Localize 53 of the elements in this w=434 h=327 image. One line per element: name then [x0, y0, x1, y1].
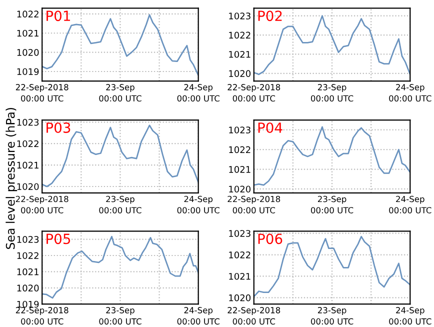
y-tick-label: 1021: [229, 272, 250, 280]
chart-title: P05: [46, 234, 70, 244]
y-tick-label: 1023: [229, 12, 250, 20]
x-tick-label: 23-Sep 00:00 UTC: [99, 307, 142, 325]
x-tick-label: 22-Sep-2018 00:00 UTC: [228, 196, 280, 214]
y-tick-label: 1021: [229, 166, 250, 173]
x-tick-label: 23-Sep 00:00 UTC: [99, 84, 142, 102]
y-tick-label: 1022: [229, 252, 250, 258]
line-series: [42, 236, 198, 299]
y-axis-title: Sea level pressure (hPa): [6, 108, 18, 249]
y-tick-label: 1021: [17, 162, 38, 169]
x-tick-label: 24-Sep 00:00 UTC: [389, 84, 432, 102]
y-tick-label: 1022: [17, 252, 38, 260]
x-tick-label: 22-Sep-2018 00:00 UTC: [228, 84, 280, 102]
y-tick-label: 1021: [17, 268, 38, 276]
y-tick-label: 1023: [229, 126, 250, 134]
x-tick-label: 23-Sep 00:00 UTC: [310, 84, 354, 102]
y-tick-label: 1020: [229, 294, 251, 302]
line-series: [42, 124, 198, 188]
y-tick-label: 1023: [17, 236, 39, 243]
y-tick-label: 1020: [17, 183, 39, 190]
y-tick-label: 1020: [17, 49, 39, 56]
y-tick-label: 1021: [229, 50, 250, 58]
y-tick-label: 1022: [17, 140, 38, 148]
y-tick-label: 1019: [17, 300, 39, 308]
x-tick-label: 24-Sep 00:00 UTC: [177, 307, 220, 325]
y-tick-label: 1022: [17, 10, 38, 18]
x-tick-label: 24-Sep 00:00 UTC: [389, 307, 432, 325]
x-tick-label: 23-Sep 00:00 UTC: [310, 307, 354, 325]
x-tick-label: 22-Sep-2018 00:00 UTC: [228, 307, 280, 325]
x-tick-label: 22-Sep-2018 00:00 UTC: [16, 196, 68, 214]
chart-title: P03: [46, 122, 70, 133]
y-tick-label: 1022: [229, 146, 250, 154]
y-tick-label: 1021: [17, 30, 38, 37]
y-tick-label: 1023: [17, 118, 39, 126]
y-tick-label: 1022: [229, 32, 250, 39]
x-tick-label: 24-Sep 00:00 UTC: [177, 196, 220, 214]
x-tick-label: 24-Sep 00:00 UTC: [177, 84, 220, 102]
chart-title: P04: [258, 122, 282, 133]
y-tick-label: 1023: [229, 230, 250, 237]
x-tick-label: 22-Sep-2018 00:00 UTC: [16, 84, 68, 102]
chart-title: P02: [258, 10, 282, 22]
y-tick-label: 1019: [17, 68, 39, 76]
x-tick-label: 23-Sep 00:00 UTC: [99, 196, 142, 214]
line-series: [254, 236, 410, 298]
x-tick-label: 24-Sep 00:00 UTC: [389, 196, 432, 214]
chart-title: P06: [258, 234, 282, 244]
x-tick-label: 23-Sep 00:00 UTC: [310, 196, 354, 214]
y-tick-label: 1020: [229, 70, 251, 77]
y-tick-label: 1020: [17, 284, 39, 292]
chart-title: P01: [46, 10, 70, 22]
x-tick-label: 22-Sep-2018 00:00 UTC: [16, 307, 68, 325]
y-tick-label: 1020: [229, 186, 251, 193]
